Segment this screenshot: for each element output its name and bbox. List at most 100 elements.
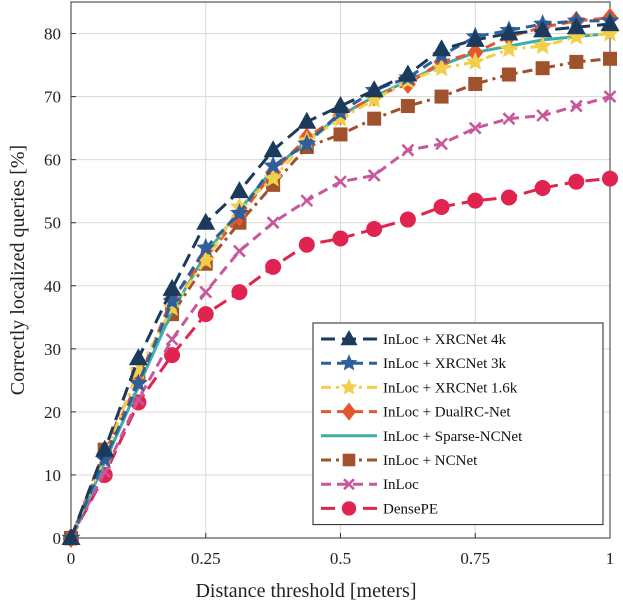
y-tick-label: 10 [44,466,61,485]
data-point [128,373,148,392]
data-point [298,236,315,253]
data-point [366,221,383,238]
data-point [535,61,550,76]
data-point [566,26,586,45]
data-point [367,111,382,126]
data-point [499,39,519,58]
data-point [229,203,249,222]
data-point [332,230,349,247]
legend-label: InLoc + DualRC-Net [383,405,511,421]
series-line [69,22,611,539]
data-point [432,39,452,57]
data-point [534,180,551,197]
y-tick-label: 80 [44,25,61,44]
x-tick-label: 0.25 [191,549,221,568]
legend-item: InLoc + XRCNet 3k [321,354,507,372]
data-point [263,168,283,187]
data-point [333,127,348,142]
y-tick-label: 40 [44,277,61,296]
legend-item: InLoc + NCNet [321,453,478,469]
legend-marker [341,402,357,421]
y-tick-label: 70 [44,88,61,107]
data-point [465,29,485,47]
y-tick-label: 60 [44,151,61,170]
data-point [95,439,115,457]
data-point [196,212,216,230]
data-point [300,194,314,208]
data-point [435,137,448,151]
data-point [533,36,553,55]
data-point [603,90,617,104]
data-point [162,291,182,310]
data-point [196,250,216,269]
legend-item: InLoc + DualRC-Net [321,402,511,421]
data-point [263,155,283,175]
legend-label: InLoc + XRCNet 3k [383,356,507,372]
y-tick-label: 0 [53,529,62,548]
legend-label: InLoc + XRCNet 4k [383,332,507,348]
data-point [502,112,516,126]
data-point [603,51,617,66]
x-tick-label: 0 [67,549,76,568]
data-point [265,258,282,275]
legend-item: InLoc [321,477,419,493]
data-point [501,67,516,82]
data-point [334,175,347,189]
data-point [536,109,550,122]
data-point [266,216,280,230]
series-0 [61,14,620,545]
data-point [568,173,585,190]
legend-marker [340,378,358,395]
series-line [69,177,611,539]
data-point [263,140,283,158]
data-point [600,23,620,42]
legend-label: InLoc + Sparse-NCNet [383,429,523,445]
data-point [61,528,81,545]
legend-marker [340,354,358,371]
data-point [297,111,317,129]
legend-marker [341,501,357,516]
data-point [398,64,418,82]
legend-label: DensePE [383,501,438,517]
legend: InLoc + XRCNet 4k InLoc + XRCNet 3k InLoc … [312,322,604,526]
data-point [468,121,482,135]
data-point [566,17,586,35]
data-point [499,23,519,41]
data-point [197,306,214,323]
series-6 [64,90,617,545]
data-point [165,332,179,346]
legend-item: InLoc + Sparse-NCNet [321,429,523,445]
data-point [602,170,618,187]
legend-marker [342,453,356,467]
data-point [468,76,483,91]
data-point [233,244,246,258]
data-point [399,211,416,228]
data-point [434,89,449,104]
data-point [400,99,415,114]
data-point [569,99,583,113]
data-point [600,14,620,32]
legend-marker [343,478,355,491]
data-point [229,181,249,199]
legend-item: InLoc + XRCNet 4k [321,330,507,348]
legend-marker [340,330,358,346]
data-point [162,278,182,296]
data-point [364,80,384,98]
data-point [231,284,248,301]
data-point [297,133,317,152]
y-tick-label: 30 [44,340,61,359]
data-point [364,89,384,108]
data-point [330,108,351,127]
legend-box [312,322,604,526]
data-point [128,348,148,366]
data-point [199,285,213,299]
data-point [401,143,415,157]
legend-label: InLoc + XRCNet 1.6k [383,380,518,396]
legend-label: InLoc + NCNet [383,453,478,469]
data-point [465,51,485,70]
data-point [432,58,452,77]
legend-label: InLoc [383,477,419,493]
data-point [196,237,216,257]
